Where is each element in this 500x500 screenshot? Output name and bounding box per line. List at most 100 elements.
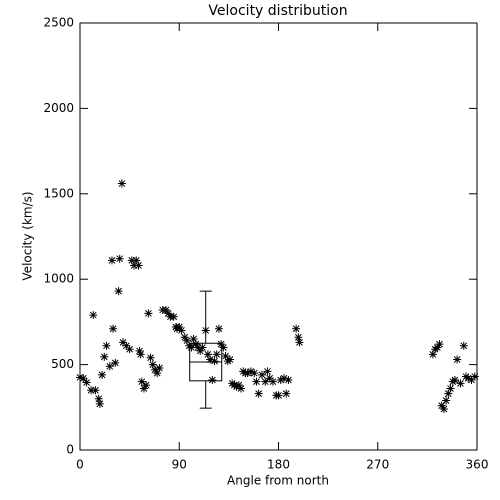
point xyxy=(237,384,246,393)
point xyxy=(470,372,479,381)
point xyxy=(274,391,283,400)
point xyxy=(100,352,109,361)
point xyxy=(292,324,301,333)
point xyxy=(114,287,123,296)
x-axis-label: Angle from north xyxy=(227,474,329,488)
point xyxy=(450,375,459,384)
point xyxy=(95,399,104,408)
point xyxy=(117,179,126,188)
point xyxy=(219,343,228,352)
point xyxy=(444,389,453,398)
point xyxy=(142,381,151,390)
point xyxy=(435,340,444,349)
y-tick-label: 500 xyxy=(51,357,74,371)
point xyxy=(467,375,476,384)
point xyxy=(453,355,462,364)
point xyxy=(243,369,252,378)
point xyxy=(148,360,157,369)
point xyxy=(221,352,230,361)
point xyxy=(456,379,465,388)
point xyxy=(208,375,217,384)
point xyxy=(87,386,96,395)
point xyxy=(294,333,303,342)
point xyxy=(212,350,221,359)
point xyxy=(76,373,84,382)
x-tick-label: 90 xyxy=(172,458,187,472)
point xyxy=(150,365,159,374)
point xyxy=(284,375,293,384)
point xyxy=(446,384,455,393)
point xyxy=(191,340,200,349)
point xyxy=(111,358,120,367)
point xyxy=(442,396,451,405)
point xyxy=(94,394,103,403)
point xyxy=(437,401,446,410)
point xyxy=(105,362,114,371)
point xyxy=(136,350,145,359)
point xyxy=(169,312,178,321)
point xyxy=(175,323,184,332)
point xyxy=(428,350,437,359)
y-tick-label: 1500 xyxy=(43,186,74,200)
point xyxy=(214,324,223,333)
point xyxy=(153,369,162,378)
y-axis-label: Velocity (km/s) xyxy=(21,191,35,280)
x-tick-label: 360 xyxy=(466,458,489,472)
y-tick-label: 0 xyxy=(66,443,74,457)
point xyxy=(146,353,155,362)
point xyxy=(250,369,259,378)
point xyxy=(464,374,473,383)
point xyxy=(206,355,215,364)
point xyxy=(193,343,202,352)
point xyxy=(189,334,198,343)
point xyxy=(234,381,243,390)
point xyxy=(164,309,173,318)
point xyxy=(132,256,141,265)
point xyxy=(225,355,234,364)
point xyxy=(91,386,100,395)
point xyxy=(203,350,212,359)
point xyxy=(144,309,153,318)
x-tick-label: 270 xyxy=(366,458,389,472)
point xyxy=(268,377,277,386)
point xyxy=(155,364,164,373)
point xyxy=(134,261,143,270)
point xyxy=(109,324,118,333)
point xyxy=(282,389,291,398)
point xyxy=(125,345,134,354)
point xyxy=(252,377,261,386)
point xyxy=(162,305,171,314)
point xyxy=(217,340,226,349)
point xyxy=(180,333,189,342)
point xyxy=(79,374,88,383)
point xyxy=(261,377,270,386)
point xyxy=(198,343,207,352)
point xyxy=(210,357,219,366)
chart-title: Velocity distribution xyxy=(208,3,347,19)
point xyxy=(263,367,272,376)
point xyxy=(98,370,107,379)
point xyxy=(122,341,131,350)
point xyxy=(246,367,255,376)
point xyxy=(459,341,468,350)
point xyxy=(89,311,98,320)
point xyxy=(127,256,136,265)
point xyxy=(439,405,448,414)
point xyxy=(82,378,91,387)
point xyxy=(137,377,146,386)
point xyxy=(276,375,285,384)
point xyxy=(280,374,289,383)
point xyxy=(107,256,116,265)
y-tick-label: 2500 xyxy=(43,16,74,30)
point xyxy=(115,254,124,263)
point xyxy=(119,338,128,347)
point xyxy=(295,338,304,347)
x-tick-label: 180 xyxy=(267,458,290,472)
point xyxy=(102,341,111,350)
point xyxy=(139,384,148,393)
plot-frame xyxy=(79,22,478,451)
x-tick-label: 0 xyxy=(76,458,84,472)
y-tick-label: 1000 xyxy=(43,272,74,286)
point xyxy=(433,343,442,352)
